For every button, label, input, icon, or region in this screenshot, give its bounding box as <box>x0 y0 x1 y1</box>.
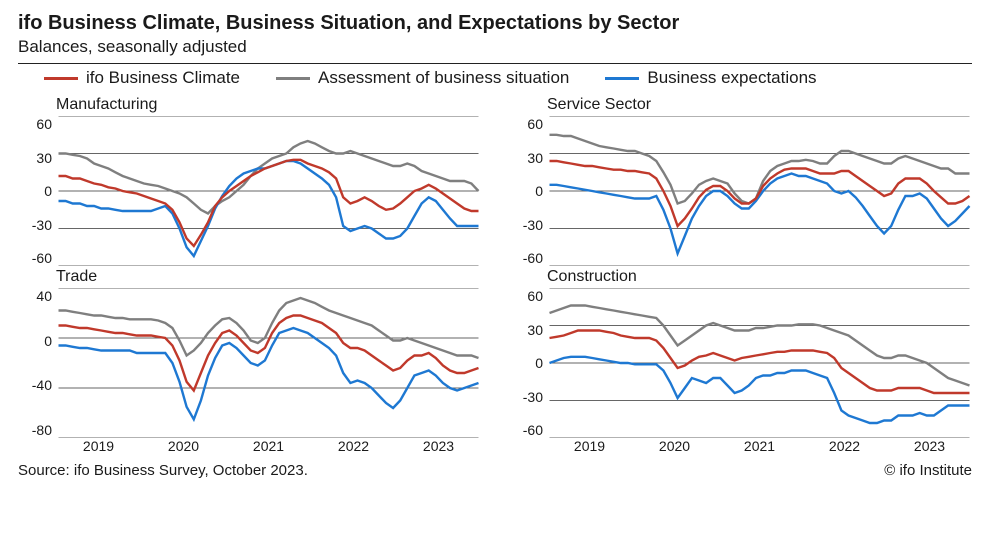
series-situation <box>59 141 479 214</box>
panel-title: Trade <box>56 268 481 286</box>
chart-subtitle: Balances, seasonally adjusted <box>18 37 972 57</box>
legend-label: Assessment of business situation <box>318 68 569 88</box>
panel-title: Manufacturing <box>56 96 481 114</box>
panel-manufacturing: Manufacturing60300-30-60 <box>18 96 481 266</box>
chart-title: ifo Business Climate, Business Situation… <box>18 12 972 35</box>
legend-swatch <box>605 77 639 80</box>
legend-swatch <box>276 77 310 80</box>
legend-item-situation: Assessment of business situation <box>276 68 569 88</box>
panel-construction: Construction60300-30-6020192020202120222… <box>509 268 972 454</box>
header-rule <box>18 63 972 64</box>
legend-item-expectations: Business expectations <box>605 68 816 88</box>
y-axis-labels: 60300-30-60 <box>509 288 547 438</box>
x-axis-labels: 20192020202120222023 <box>547 438 972 454</box>
legend-label: Business expectations <box>647 68 816 88</box>
panel-title: Construction <box>547 268 972 286</box>
y-axis-labels: 400-40-80 <box>18 288 56 438</box>
legend-swatch <box>44 77 78 80</box>
panel-grid: Manufacturing60300-30-60Service Sector60… <box>18 96 972 454</box>
y-axis-labels: 60300-30-60 <box>509 116 547 266</box>
legend: ifo Business Climate Assessment of busine… <box>44 68 972 88</box>
plot-construction <box>547 288 972 438</box>
panel-trade: Trade400-40-8020192020202120222023 <box>18 268 481 454</box>
series-situation <box>59 298 479 358</box>
panel-title: Service Sector <box>547 96 972 114</box>
legend-item-climate: ifo Business Climate <box>44 68 240 88</box>
plot-trade <box>56 288 481 438</box>
source-text: Source: ifo Business Survey, October 202… <box>18 462 308 479</box>
series-expectations <box>550 174 970 254</box>
series-situation <box>550 306 970 386</box>
plot-service <box>547 116 972 266</box>
series-climate <box>59 160 479 246</box>
plot-manufacturing <box>56 116 481 266</box>
x-axis-labels: 20192020202120222023 <box>56 438 481 454</box>
footer: Source: ifo Business Survey, October 202… <box>18 462 972 479</box>
credit-text: © ifo Institute <box>884 462 972 479</box>
legend-label: ifo Business Climate <box>86 68 240 88</box>
y-axis-labels: 60300-30-60 <box>18 116 56 266</box>
series-expectations <box>550 357 970 423</box>
panel-service: Service Sector60300-30-60 <box>509 96 972 266</box>
